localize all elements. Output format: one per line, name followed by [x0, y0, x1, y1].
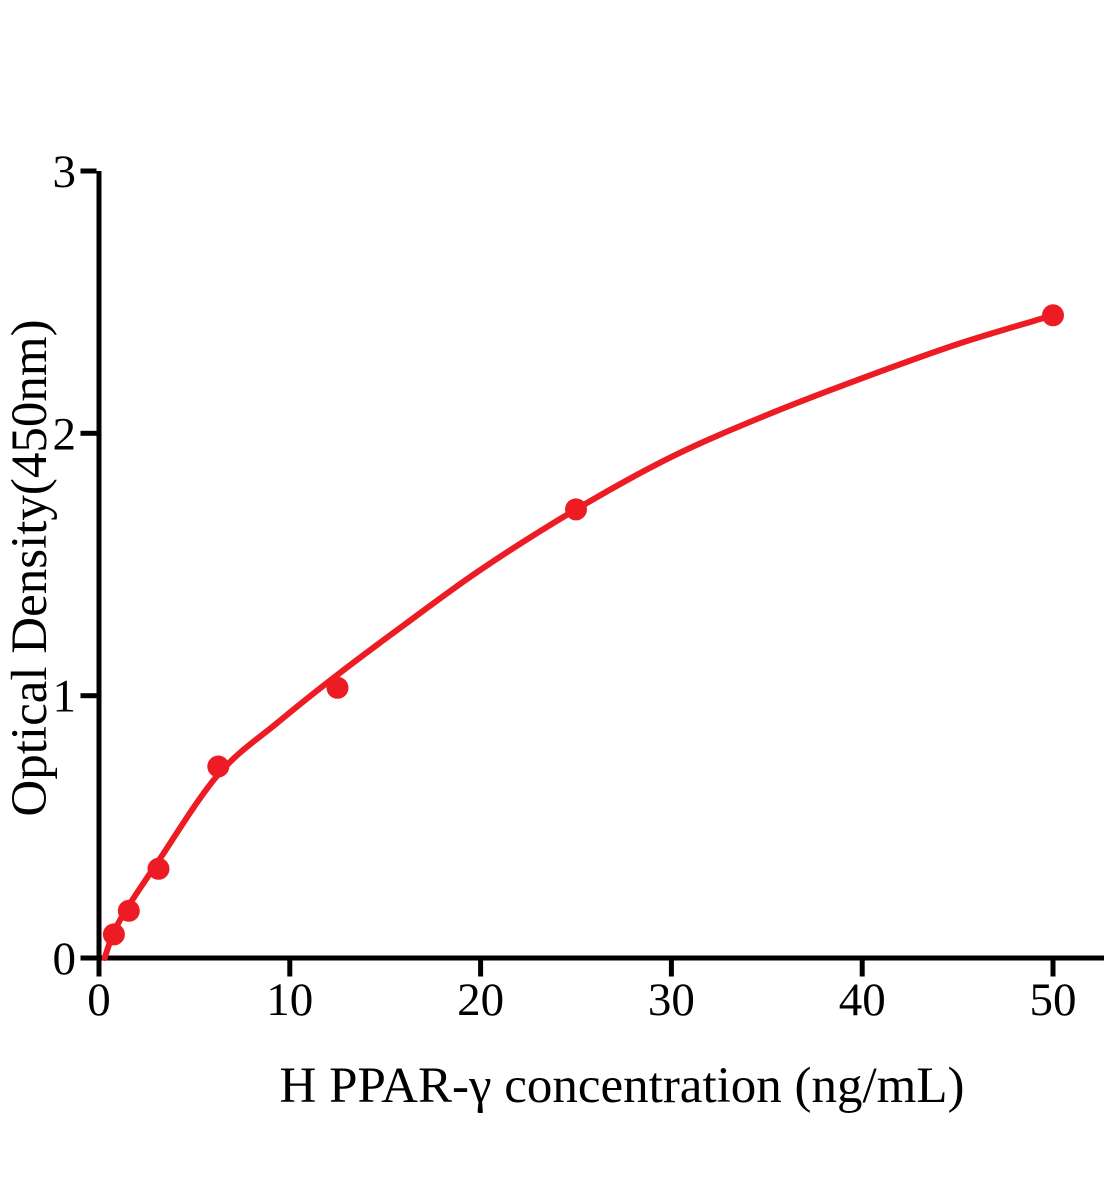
x-tick-label: 0 — [87, 974, 111, 1026]
x-axis-title: H PPAR-γ concentration (ng/mL) — [279, 1058, 965, 1114]
y-tick-label: 3 — [53, 146, 77, 198]
x-tick-label: 20 — [457, 974, 504, 1026]
y-axis-title: Optical Density(450nm) — [2, 319, 58, 817]
y-tick-label: 0 — [53, 933, 77, 985]
y-tick-label: 1 — [53, 671, 77, 723]
data-point — [565, 498, 587, 521]
x-tick-label: 40 — [839, 974, 886, 1026]
x-tick-label: 30 — [648, 974, 695, 1026]
x-tick-label: 50 — [1030, 974, 1077, 1026]
data-point — [326, 676, 349, 699]
fitted-curve-line — [101, 312, 1056, 961]
data-point — [117, 899, 140, 922]
data-point — [207, 755, 230, 778]
data-point — [102, 923, 125, 946]
data-point — [1042, 304, 1064, 327]
x-tick-label: 10 — [266, 974, 313, 1026]
y-tick-label: 2 — [53, 408, 77, 460]
data-point — [147, 857, 170, 880]
